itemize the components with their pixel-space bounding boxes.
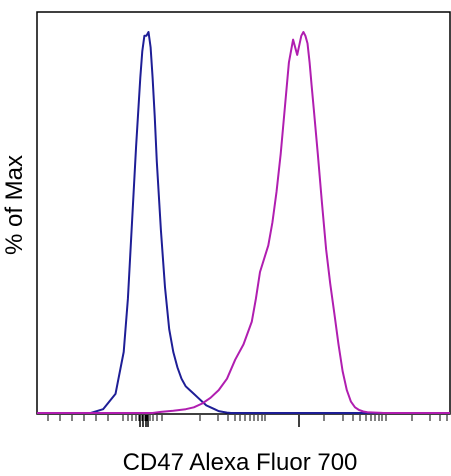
x-axis-title: CD47 Alexa Fluor 700 (123, 449, 358, 476)
histogram-line-1 (37, 31, 450, 414)
histogram-line-2 (37, 31, 450, 414)
plot-area (36, 11, 451, 415)
series-layer (37, 31, 450, 414)
x-axis-ticks (47, 415, 448, 427)
y-axis-title: % of Max (1, 155, 28, 255)
